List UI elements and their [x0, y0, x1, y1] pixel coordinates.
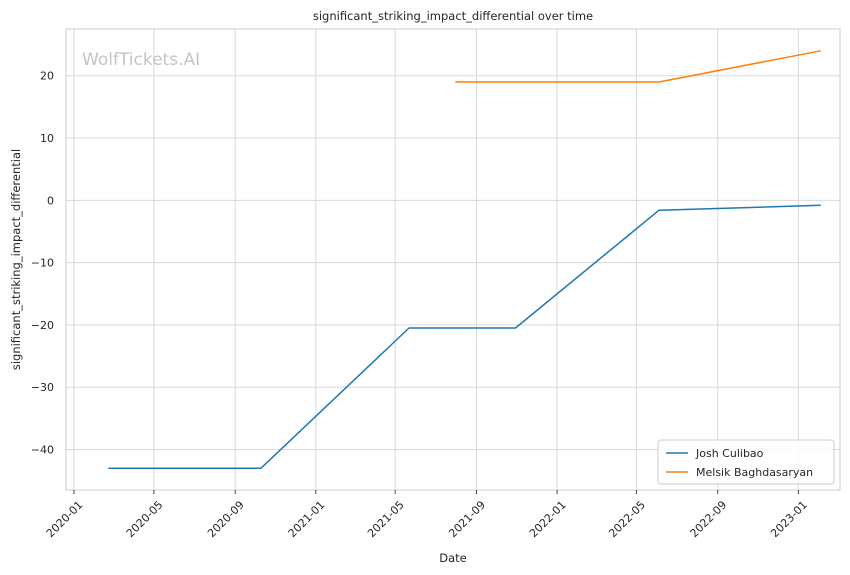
x-tick-label: 2021-01	[286, 498, 328, 540]
y-tick-label: 20	[40, 70, 54, 83]
y-axis-title: significant_striking_impact_differential	[9, 149, 23, 370]
x-tick-label: 2021-09	[446, 498, 488, 540]
x-tick-label: 2021-05	[365, 498, 407, 540]
grid	[66, 29, 840, 490]
y-tick-label: −10	[31, 257, 54, 270]
y-tick-label: 0	[47, 194, 54, 207]
legend-label: Melsik Baghdasaryan	[696, 466, 813, 479]
plot-area-frame	[65, 28, 841, 491]
watermark-text: WolfTickets.AI	[82, 50, 200, 70]
y-tick-label: 10	[40, 132, 54, 145]
series-lines	[108, 50, 821, 469]
series-line-1	[455, 50, 821, 83]
x-tick-label: 2023-01	[768, 498, 810, 540]
x-tick-label: 2020-01	[44, 498, 86, 540]
y-tick-label: −30	[31, 381, 54, 394]
y-axis-ticks: −40 −30 −20 −10 0 10 20	[31, 70, 54, 457]
chart-title: significant_striking_impact_differential…	[313, 9, 593, 23]
legend-label: Josh Culibao	[695, 447, 764, 460]
y-tick-label: −20	[31, 319, 54, 332]
x-axis-ticks: 2020-01 2020-05 2020-09 2021-01 2021-05 2021-…	[44, 490, 810, 540]
x-tick-label: 2020-05	[124, 498, 166, 540]
x-tick-label: 2022-09	[688, 498, 730, 540]
series-line-0	[108, 204, 821, 469]
legend: Josh Culibao Melsik Baghdasaryan	[657, 439, 835, 485]
x-tick-label: 2022-01	[527, 498, 569, 540]
x-tick-label: 2022-05	[606, 498, 648, 540]
y-tick-label: −40	[31, 444, 54, 457]
x-axis-title: Date	[439, 551, 467, 565]
x-tick-label: 2020-09	[205, 498, 247, 540]
legend-box	[657, 439, 835, 485]
